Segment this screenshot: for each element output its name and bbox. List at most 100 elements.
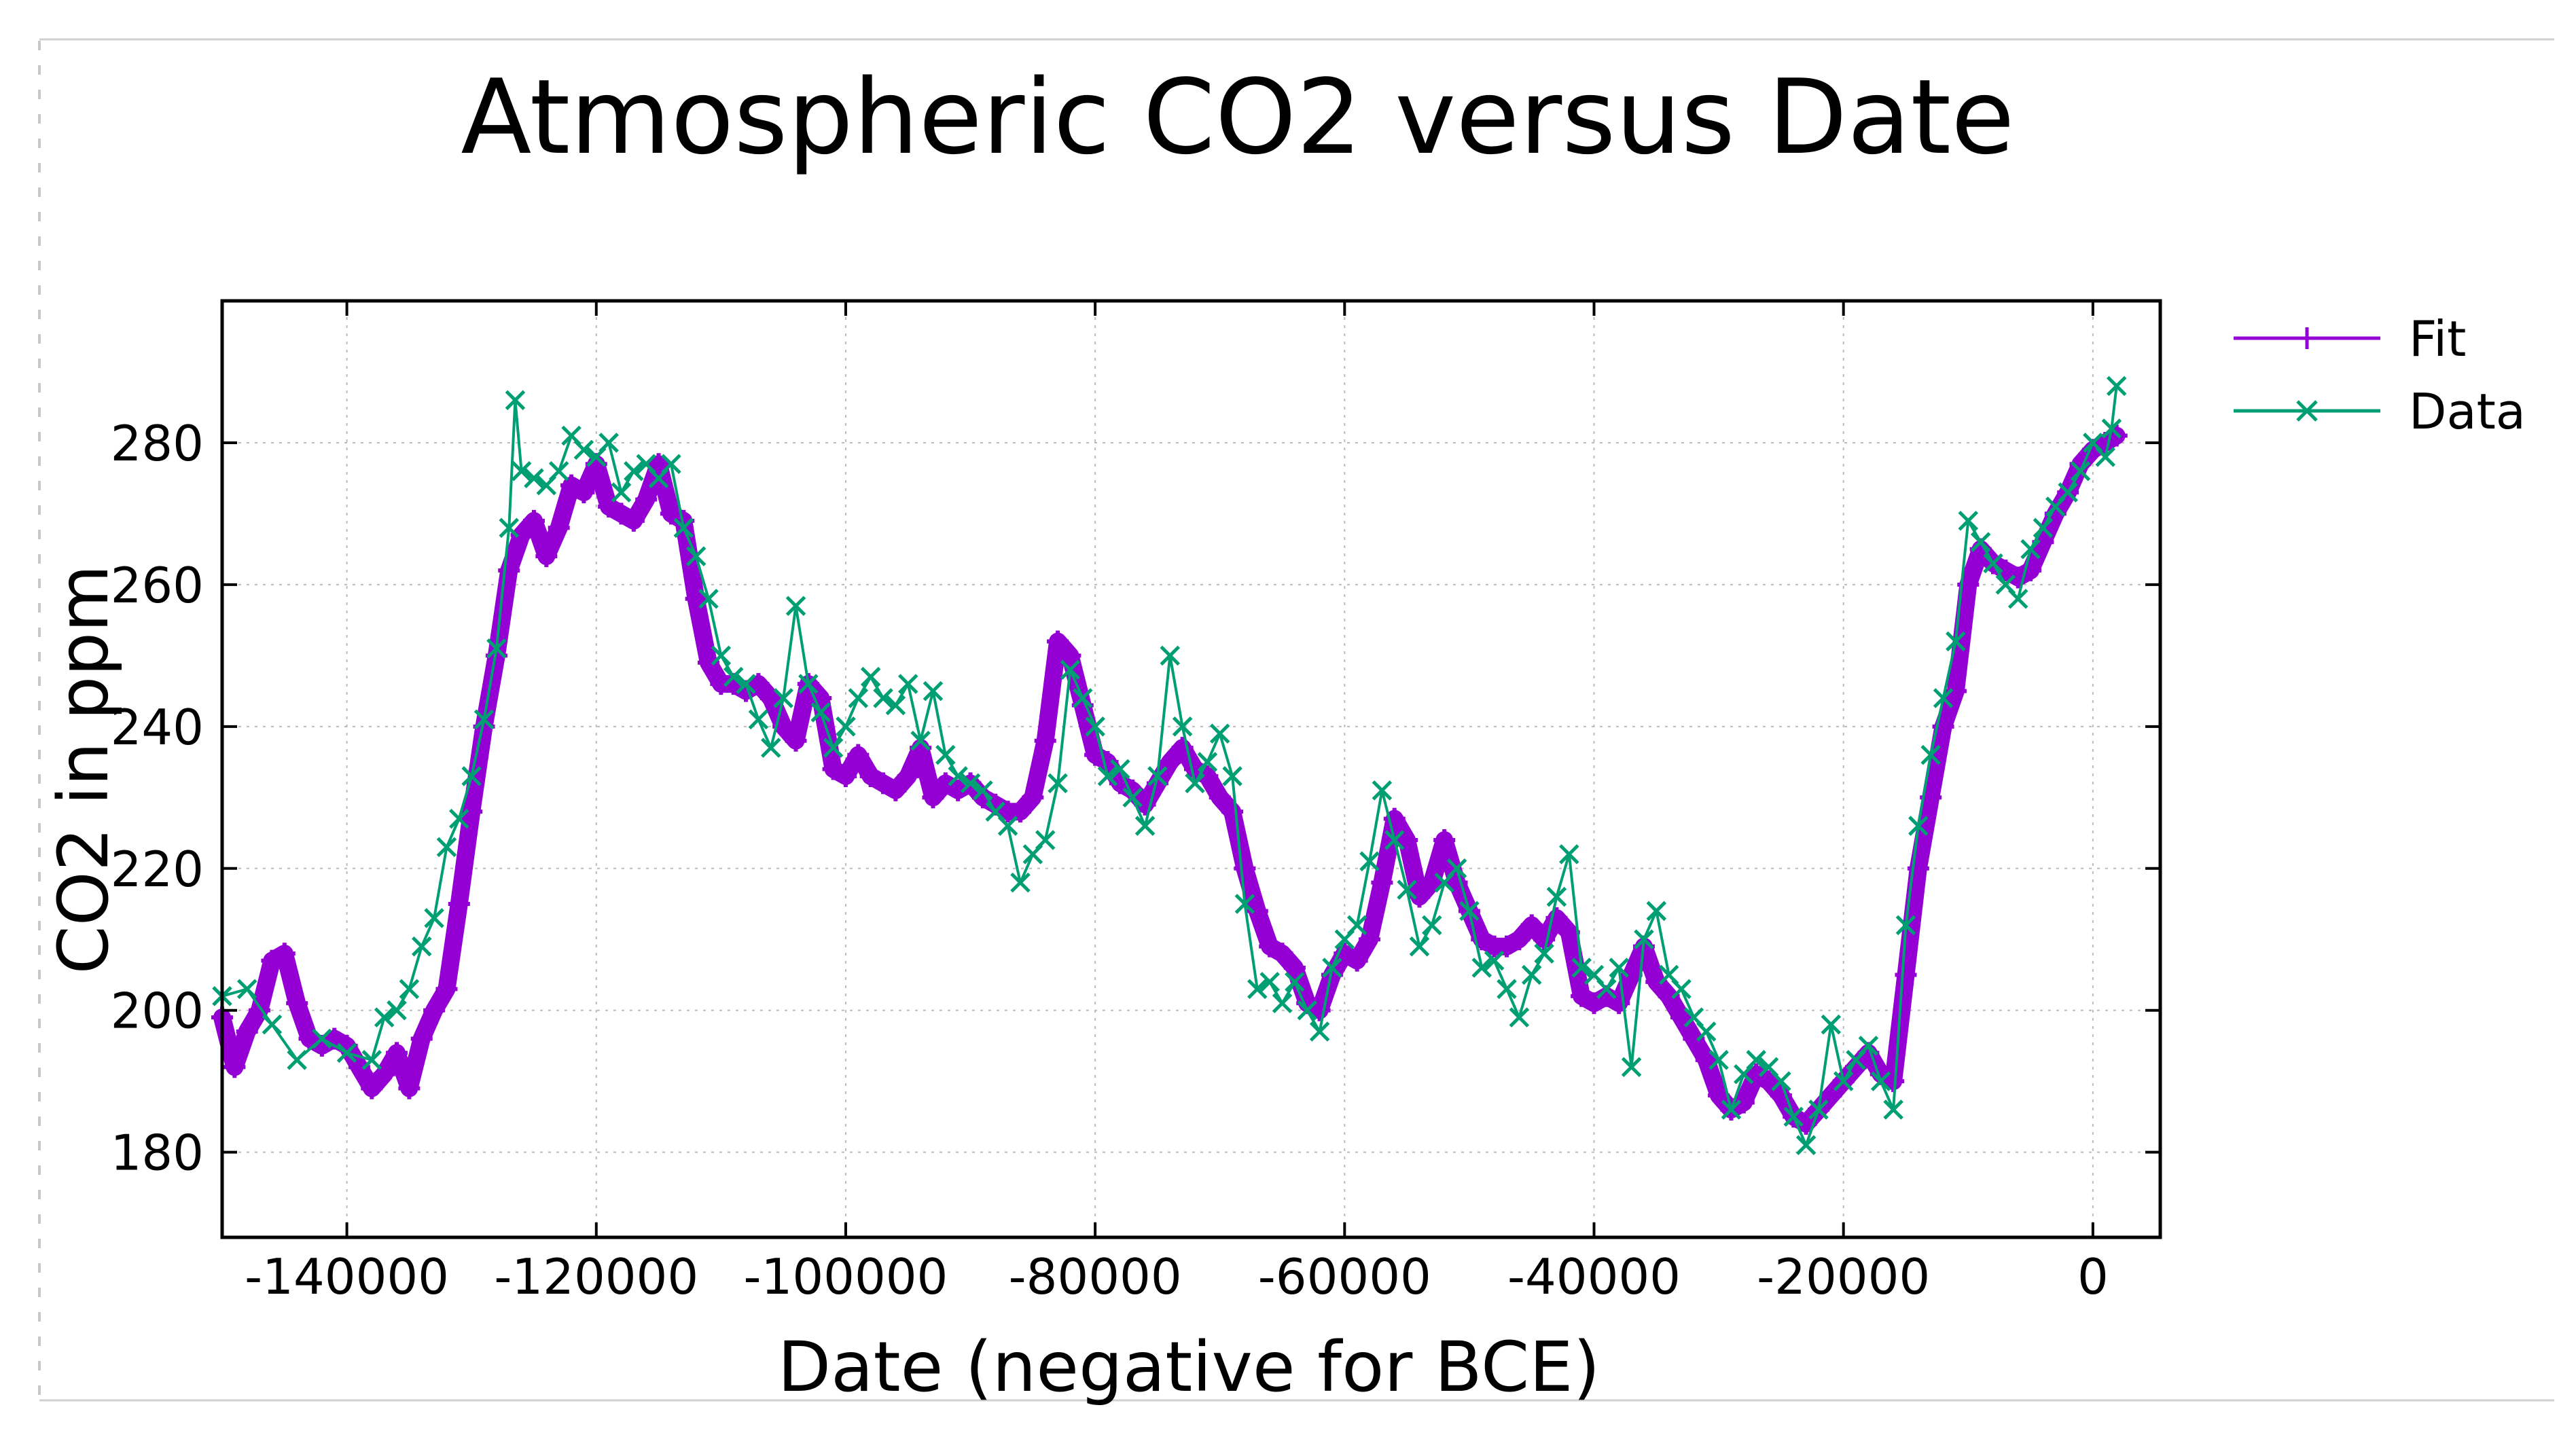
data-point: [1497, 979, 1517, 1000]
fit-point: [448, 892, 470, 915]
x-tick-label: -60000: [1258, 1248, 1431, 1305]
data-point: [1858, 1036, 1879, 1056]
fit-point: [1271, 943, 1293, 965]
x-tick-label: -120000: [494, 1248, 698, 1305]
plot-frame: [220, 299, 2162, 1239]
data-point: [1883, 1099, 1903, 1120]
data-point: [336, 1042, 357, 1063]
data-point: [1372, 780, 1393, 801]
data-point: [1397, 879, 1417, 900]
fit-point: [1234, 857, 1256, 879]
data-point: [598, 433, 619, 453]
y-tick-label: 220: [111, 841, 204, 898]
data-point: [548, 460, 569, 481]
fit-point: [1770, 1085, 1792, 1107]
y-tick-label: 180: [111, 1125, 204, 1182]
data-point: [1285, 972, 1305, 992]
data-point: [973, 780, 993, 801]
fit-point: [897, 765, 919, 787]
tick-labels: -140000 -120000 -100000 -80000 -60000 -40000 -…: [111, 301, 2160, 1305]
data-point: [624, 460, 644, 481]
fit-point: [1708, 1085, 1730, 1107]
data-point: [1571, 958, 1592, 978]
data-point: [387, 1000, 407, 1021]
fit-point: [373, 1063, 395, 1085]
data-point: [1795, 1135, 1817, 1155]
fit-point: [435, 978, 458, 1000]
data-point: [1821, 1014, 1842, 1035]
fit-point: [785, 729, 807, 752]
fit-point: [1383, 807, 1406, 830]
data-point: [761, 738, 781, 758]
fit-point: [573, 481, 595, 504]
data-point: [1073, 688, 1093, 708]
data-point: [698, 589, 719, 609]
data-point: [1297, 1000, 1318, 1021]
series-layer: [211, 376, 2128, 1155]
fit-point: [847, 744, 870, 766]
fit-point: [1608, 992, 1630, 1015]
x-axis-label: Date (negative for BCE): [778, 1327, 1600, 1408]
legend: Fit Data: [2234, 310, 2526, 440]
data-point: [1110, 759, 1130, 780]
data-point: [1035, 830, 1056, 850]
data-point: [1484, 950, 1505, 971]
data-point: [1646, 901, 1667, 922]
data-point: [1908, 816, 1929, 836]
fit-point: [236, 1021, 258, 1043]
fit-point: [249, 999, 271, 1021]
data-point: [1147, 766, 1168, 786]
fit-point: [1059, 644, 1081, 667]
fit-point: [1209, 786, 1231, 809]
data-point: [1621, 1057, 1642, 1078]
fit-point: [548, 517, 570, 539]
fit-point: [522, 509, 545, 532]
data-point: [823, 738, 844, 758]
data-point: [1596, 979, 1617, 1000]
data-point: [449, 808, 469, 829]
data-point: [473, 709, 495, 730]
fit-point: [361, 1077, 383, 1099]
fit-point: [1371, 871, 1393, 894]
legend-entry-data: Data: [2234, 383, 2526, 440]
fit-point: [834, 765, 857, 787]
data-point: [2070, 460, 2091, 481]
fit-point: [685, 587, 707, 610]
fit-point: [386, 1042, 408, 1064]
data-point: [1322, 958, 1342, 978]
data-point: [424, 908, 444, 928]
data-point: [1259, 972, 1280, 992]
data-point: [1346, 915, 1367, 936]
legend-label-data: Data: [2409, 383, 2526, 440]
data-point: [236, 979, 257, 1000]
fit-point: [610, 503, 632, 525]
legend-marker-data: [2296, 400, 2318, 422]
fit-point: [1396, 829, 1418, 851]
data-point: [1808, 1099, 1829, 1120]
data-point: [685, 546, 706, 566]
data-point: [748, 709, 769, 730]
fit-point: [622, 509, 645, 532]
data-point: [2095, 447, 2115, 467]
fit-point: [286, 992, 308, 1015]
data-point: [1983, 553, 2003, 574]
data-point: [1309, 1021, 1330, 1042]
data-point: [1946, 631, 1966, 652]
data-point: [1559, 844, 1579, 865]
data-point: [1709, 1050, 1729, 1070]
fit-point: [398, 1077, 421, 1099]
data-point: [1010, 872, 1031, 893]
data-point: [2033, 517, 2054, 539]
data-point: [1272, 993, 1293, 1014]
fit-point: [498, 559, 520, 581]
fit-point: [1433, 829, 1456, 851]
data-point: [873, 688, 893, 708]
fit-point: [1533, 928, 1556, 951]
data-point: [1160, 645, 1181, 666]
data-point: [399, 979, 420, 1000]
data-point: [673, 517, 694, 539]
data-point: [524, 468, 544, 488]
data-point: [374, 1007, 395, 1027]
data-point: [1696, 1021, 1717, 1042]
